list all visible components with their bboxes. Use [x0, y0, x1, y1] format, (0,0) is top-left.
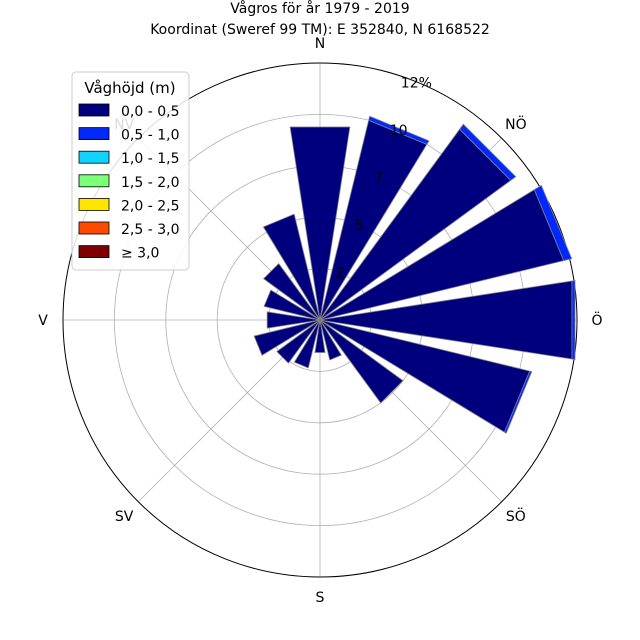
legend-label: 1,0 - 1,5 [121, 151, 179, 167]
sector-bars [253, 115, 576, 434]
direction-label: SV [115, 509, 134, 525]
radial-tick-label: 2 [335, 266, 344, 282]
direction-label: SÖ [506, 507, 526, 525]
legend-swatch [78, 197, 110, 211]
sector-bar [319, 319, 404, 404]
sector-bar [293, 319, 321, 369]
sector-bar [533, 184, 573, 262]
legend-label: ≥ 3,0 [121, 246, 159, 262]
direction-label: N [315, 36, 325, 52]
legend-swatch [78, 221, 110, 235]
chart-subtitle: Koordinat (Sweref 99 TM): E 352840, N 61… [150, 22, 490, 38]
legend-label: 2,5 - 3,0 [121, 222, 179, 238]
sector-bar [289, 126, 351, 321]
legend-label: 0,0 - 0,5 [121, 104, 179, 120]
sector-bar [459, 123, 517, 181]
sector-bar [262, 262, 321, 321]
legend-swatch [78, 127, 110, 140]
sector-bar [503, 370, 533, 434]
legend-swatch [78, 103, 110, 117]
legend-swatch [78, 150, 110, 164]
radial-tick-label: 7 [375, 171, 384, 187]
legend-swatch [78, 174, 110, 188]
direction-label: V [38, 313, 48, 329]
direction-label: NÖ [505, 115, 527, 133]
sector-bar [368, 115, 430, 145]
sector-bar [253, 319, 321, 356]
radial-tick-label: 12% [401, 76, 432, 92]
sector-bar [319, 319, 342, 361]
radial-tick-labels: 2 5 7 10 12% [335, 76, 432, 282]
sector-bar [262, 213, 321, 321]
outer-circle [62, 62, 578, 578]
legend: Våghöjd (m) 0,0 - 0,5 0,5 - 1,0 1,0 - 1,5 1,… [71, 71, 190, 271]
sector-bar [571, 280, 576, 360]
legend-label: 2,0 - 2,5 [121, 198, 179, 214]
legend-label: 0,5 - 1,0 [121, 128, 179, 144]
sector-bar [263, 289, 321, 321]
legend-label: 1,5 - 2,0 [121, 175, 179, 191]
sector-bar [276, 319, 321, 364]
legend-title: Våghöjd (m) [84, 79, 175, 97]
legend-swatch [78, 245, 110, 259]
sector-bar [266, 311, 321, 329]
radial-tick-label: 5 [355, 218, 364, 234]
chart-title: Vågros för år 1979 - 2019 [230, 0, 409, 17]
direction-label: Ö [591, 311, 602, 329]
direction-label: S [316, 590, 325, 606]
sector-bar [314, 319, 326, 353]
legend-box [71, 71, 190, 271]
radial-tick-label: 10 [390, 123, 408, 139]
